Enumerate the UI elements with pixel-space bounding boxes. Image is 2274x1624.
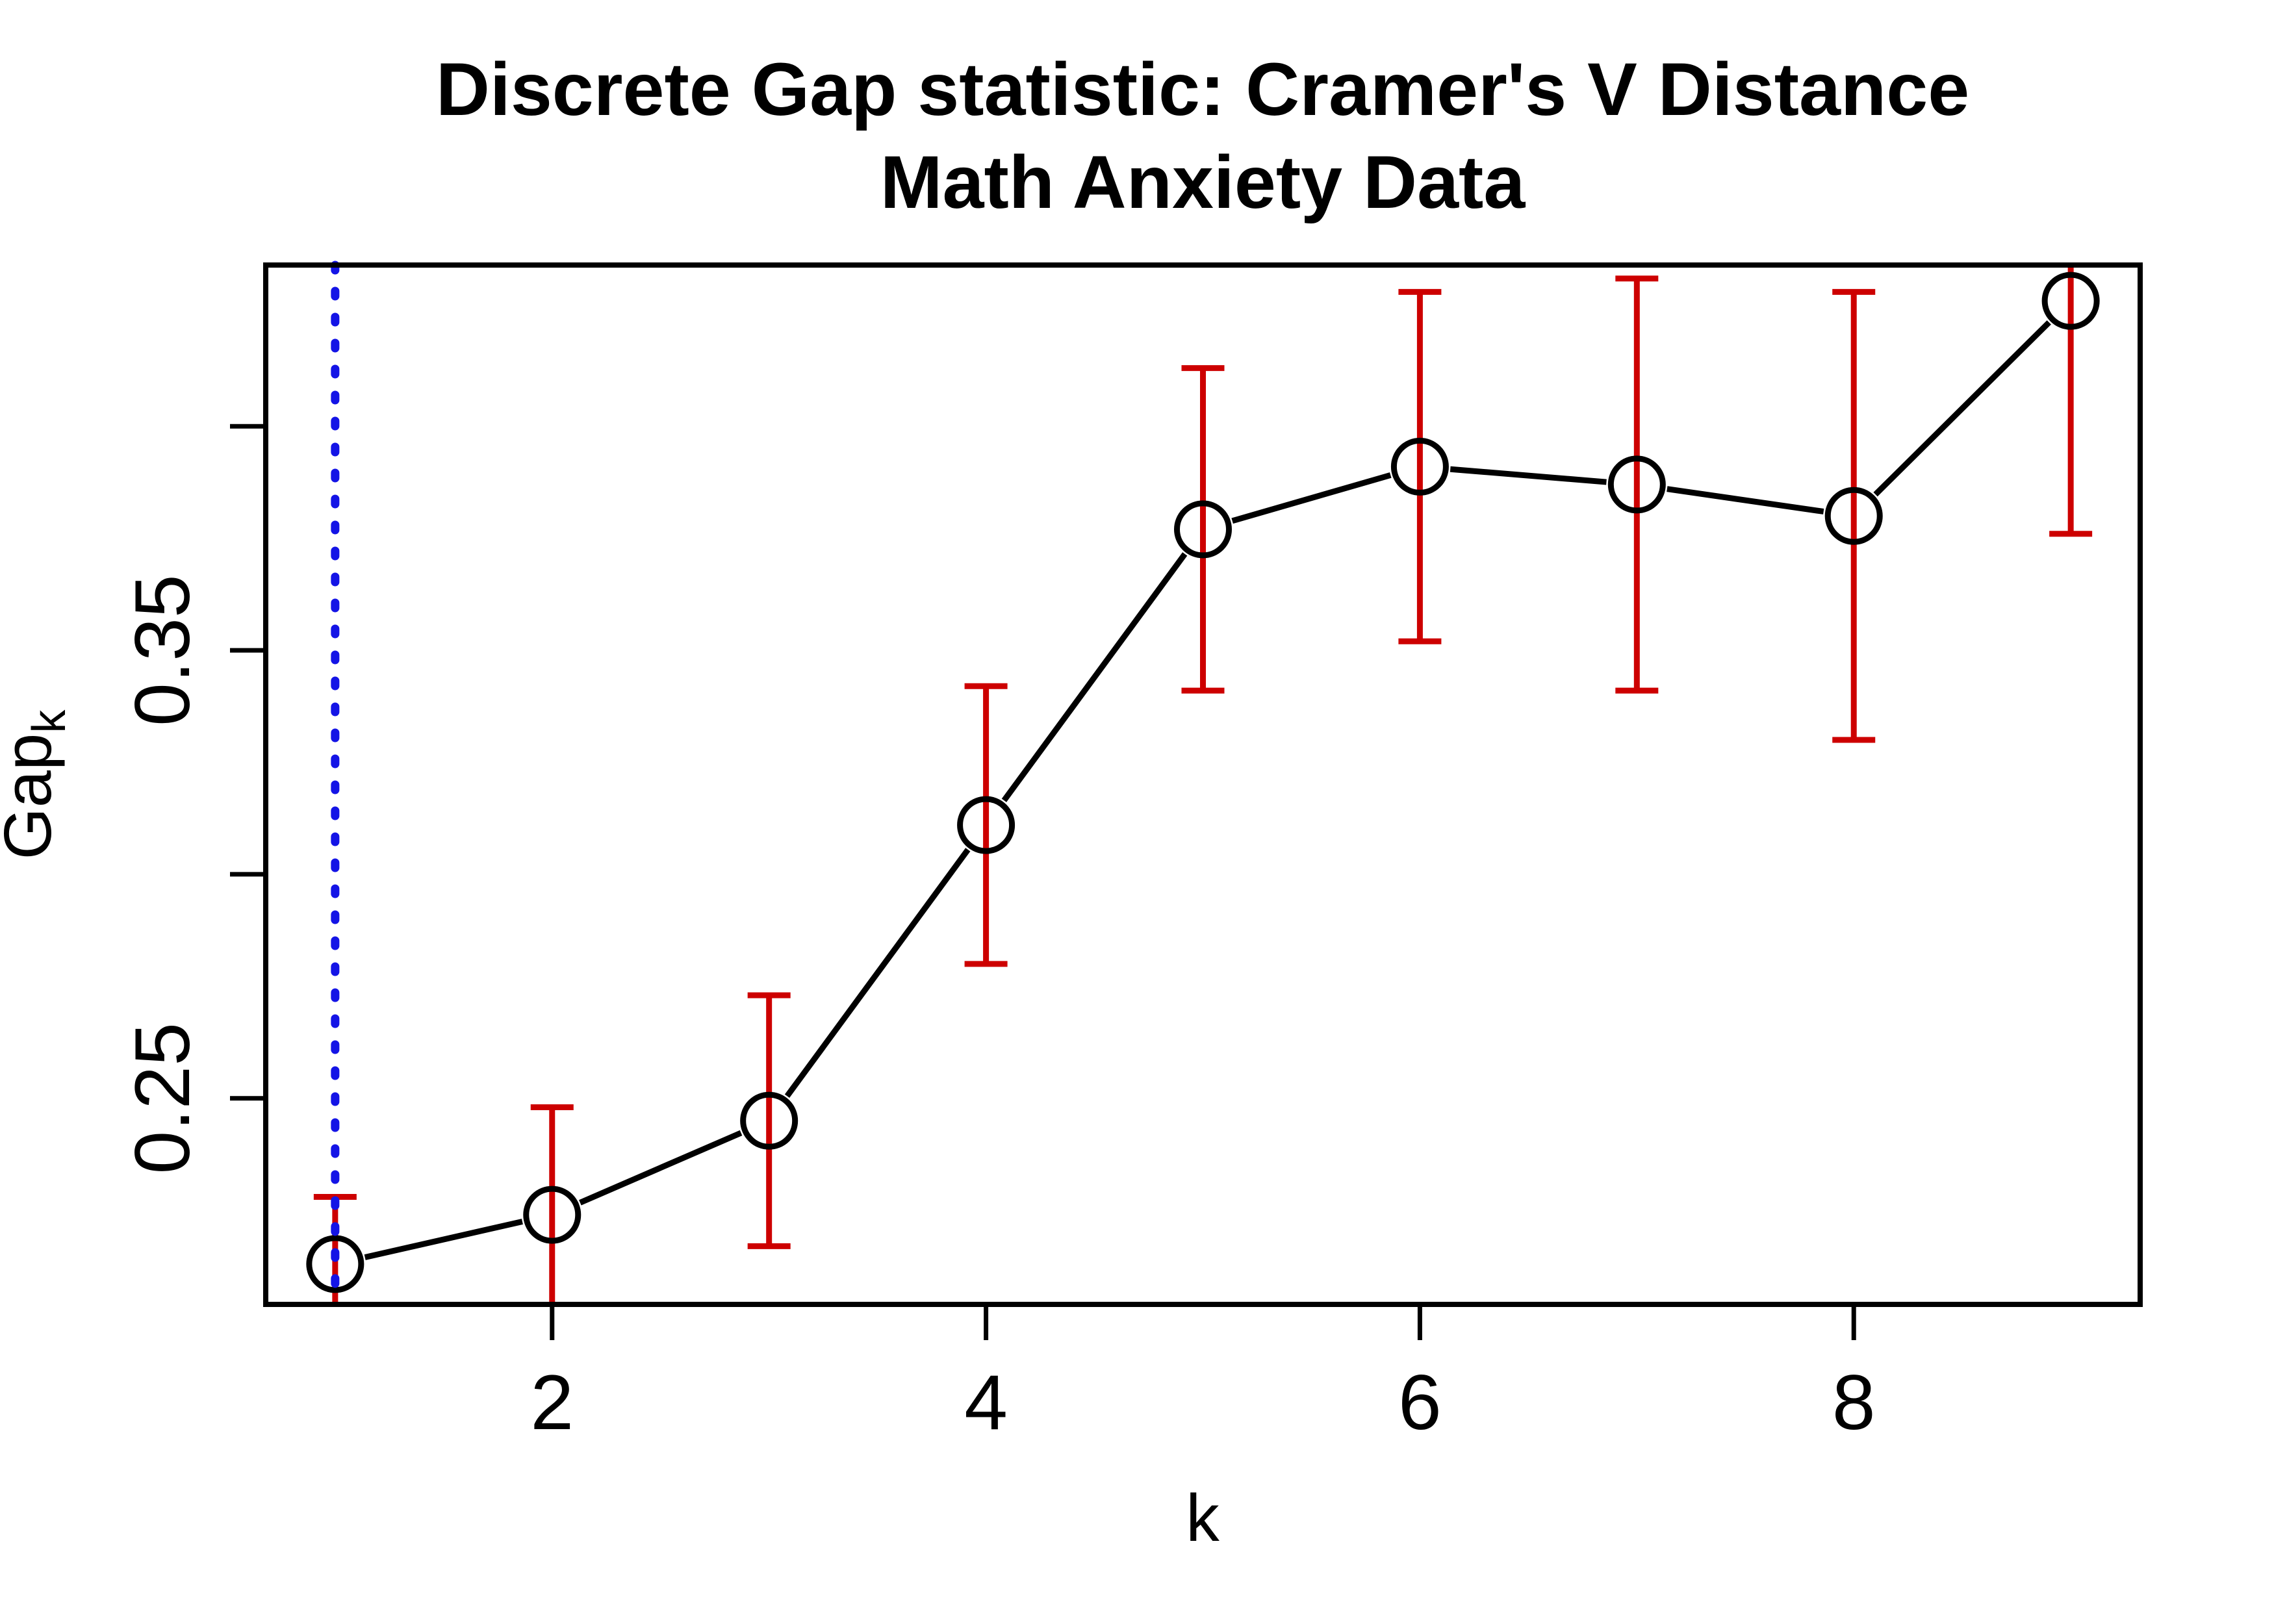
data-point-k7 (1607, 455, 1666, 514)
y-axis-label: Gapk (0, 709, 75, 860)
series-line-segment (1873, 320, 2051, 497)
chart-subtitle: Math Anxiety Data (880, 141, 1526, 224)
series-line-segment (1450, 466, 1607, 485)
series-line-segment (579, 1130, 743, 1206)
plot-box (263, 262, 2143, 1307)
data-point-k4 (957, 796, 1016, 854)
y-tick-label-0.25: 0.25 (119, 1022, 206, 1174)
error-bars-group (313, 265, 2093, 1304)
x-axis-label: k (1186, 1480, 1220, 1555)
data-point-k2 (523, 1186, 581, 1244)
series-line-segment (364, 1219, 523, 1260)
data-point-k9 (2041, 272, 2100, 330)
data-point-k3 (740, 1091, 798, 1150)
x-tick-label-4: 4 (964, 1359, 1008, 1446)
data-point-k5 (1174, 500, 1232, 559)
series-line-segment (784, 848, 971, 1098)
y-tick-label-0.35: 0.35 (119, 574, 206, 726)
series-line-segment (1001, 552, 1188, 802)
x-tick-label-8: 8 (1832, 1359, 1876, 1446)
series-line-segment (1667, 486, 1824, 514)
data-point-k1 (306, 1235, 364, 1293)
data-point-k6 (1390, 437, 1449, 496)
chart-title: Discrete Gap statistic: Cramer's V Dista… (436, 48, 1969, 131)
y-axis-label-subscript: k (23, 709, 75, 733)
x-tick-label-6: 6 (1398, 1359, 1442, 1446)
y-axis-label-main: Gap (0, 733, 65, 860)
chart-layer: 2 4 6 8 0.25 0.35 (119, 260, 2143, 1446)
data-point-k8 (1824, 487, 1883, 545)
series-line-segment (1231, 472, 1392, 524)
x-tick-label-2: 2 (530, 1359, 574, 1446)
